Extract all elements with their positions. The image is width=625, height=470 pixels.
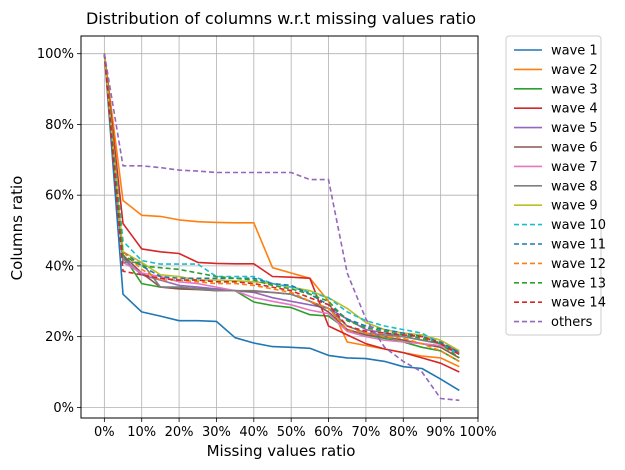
series-line-wave-4 <box>103 53 460 373</box>
y-tick-label: 100% <box>37 47 74 62</box>
series-line-wave-8 <box>103 53 460 354</box>
legend-label: wave 7 <box>551 160 598 175</box>
legend-label: wave 9 <box>551 199 598 214</box>
y-tick-label: 0% <box>53 401 74 416</box>
series-lines <box>103 53 460 402</box>
legend: wave 1 wave 2 wave 3 wave 4 wave 5 wave 6 wave… <box>505 35 606 336</box>
legend-label: wave 6 <box>551 141 598 156</box>
series-line-wave-2 <box>103 53 460 368</box>
series-line-wave-12 <box>103 53 460 363</box>
x-tick-label: 30% <box>202 425 231 440</box>
series-line-wave-10 <box>103 53 460 355</box>
y-axis-label: Columns ratio <box>8 176 26 281</box>
x-tick-label: 80% <box>389 425 418 440</box>
legend-label: wave 3 <box>551 82 598 97</box>
y-tick-label: 40% <box>45 259 74 274</box>
legend-label: others <box>551 315 593 330</box>
x-tick-label: 90% <box>426 425 455 440</box>
legend-label: wave 14 <box>551 296 606 311</box>
series-line-wave-11 <box>103 53 460 354</box>
series-line-others <box>103 53 460 402</box>
x-tick-label: 50% <box>277 425 306 440</box>
x-tick-label: 70% <box>351 425 380 440</box>
x-tick-label: 40% <box>239 425 268 440</box>
series-line-wave-14 <box>103 53 460 355</box>
grid <box>81 36 479 418</box>
x-axis-label: Missing values ratio <box>207 442 356 460</box>
x-axis-ticks: 0% 10% 20% 30% 40% 50% 60% 70% 80% 90% 100% <box>94 418 497 440</box>
legend-label: wave 2 <box>551 63 598 78</box>
legend-label: wave 4 <box>551 102 598 117</box>
y-tick-label: 20% <box>45 330 74 345</box>
x-tick-label: 20% <box>165 425 194 440</box>
legend-label: wave 12 <box>551 257 606 272</box>
series-line-wave-6 <box>103 53 460 359</box>
series-line-wave-7 <box>103 53 460 356</box>
legend-label: wave 1 <box>551 44 598 59</box>
x-tick-label: 10% <box>127 425 156 440</box>
x-tick-label: 60% <box>314 425 343 440</box>
legend-label: wave 11 <box>551 238 606 253</box>
y-axis-ticks: 0% 20% 40% 60% 80% 100% <box>37 47 81 416</box>
legend-label: wave 5 <box>551 121 598 136</box>
legend-label: wave 10 <box>551 218 606 233</box>
y-tick-label: 60% <box>45 189 74 204</box>
y-tick-label: 80% <box>45 118 74 133</box>
legend-label: wave 8 <box>551 179 598 194</box>
plot-frame <box>80 35 479 419</box>
legend-box <box>505 35 602 336</box>
series-line-wave-13 <box>103 53 460 359</box>
legend-label: wave 13 <box>551 276 606 291</box>
chart-title: Distribution of columns w.r.t missing va… <box>86 9 476 28</box>
x-tick-label: 0% <box>94 425 115 440</box>
x-tick-label: 100% <box>459 425 496 440</box>
series-line-wave-1 <box>103 53 460 392</box>
